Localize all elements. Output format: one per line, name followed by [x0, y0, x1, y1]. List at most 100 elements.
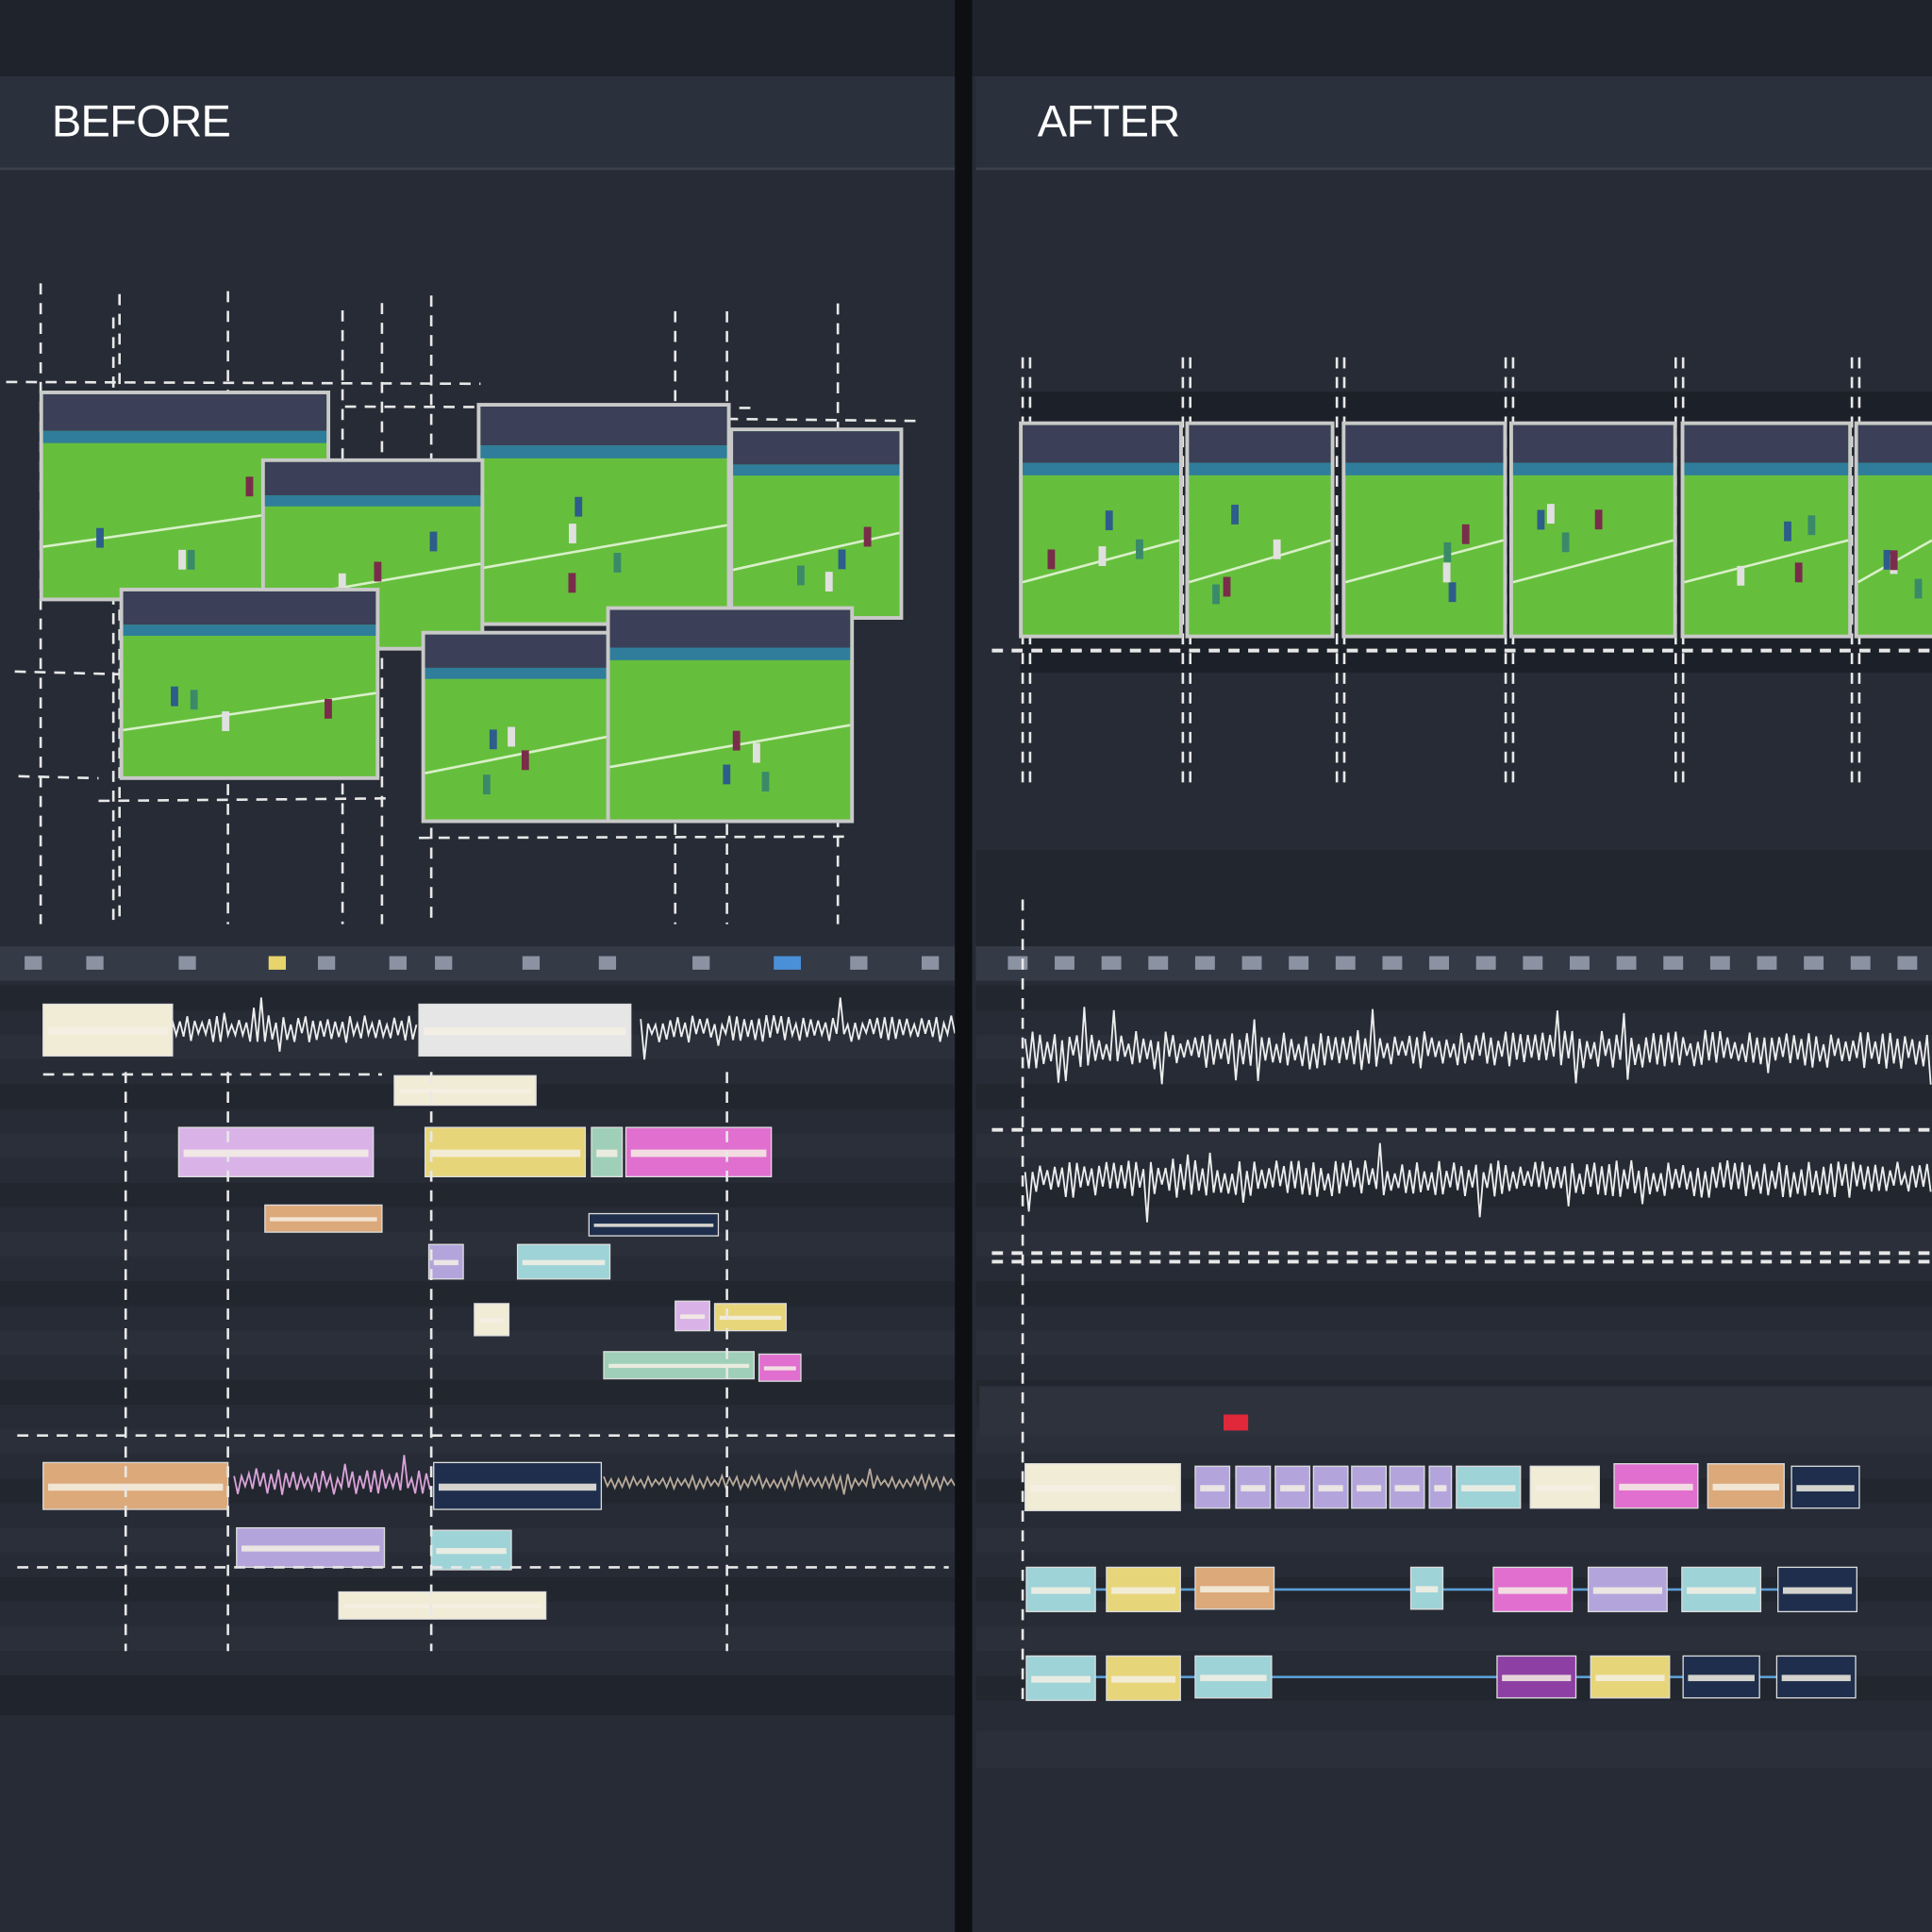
toolbar-icon [1523, 956, 1543, 970]
track-header [979, 1386, 1932, 1436]
thumbnail-crowd [1512, 425, 1674, 463]
player [429, 531, 438, 552]
pitch-line [732, 531, 900, 572]
clip-stripe [1200, 1485, 1225, 1491]
toolbar-icon [774, 956, 801, 970]
thumbnail-crowd [1189, 425, 1331, 463]
player [1737, 565, 1745, 586]
player [325, 698, 332, 719]
pitch-line [1189, 539, 1331, 584]
clip-stripe [1111, 1675, 1176, 1683]
player [1784, 521, 1791, 541]
toolbar-icon [1429, 956, 1449, 970]
player [1231, 505, 1240, 525]
pitch-line [1344, 539, 1504, 584]
pitch-line [425, 735, 610, 774]
toolbar-icon [1008, 956, 1028, 970]
toolbar-icon [317, 956, 336, 970]
waveform [171, 997, 418, 1052]
player [222, 711, 230, 731]
thumbnail-crowd [1857, 425, 1932, 463]
player [1273, 539, 1281, 559]
timeline-row [975, 1133, 1932, 1158]
clip-stripe [47, 1483, 224, 1491]
clip-stripe [630, 1149, 767, 1158]
pitch-line [1512, 539, 1674, 584]
thumbnail-boards [480, 445, 727, 458]
player [575, 496, 583, 517]
toolbar-icon [178, 956, 196, 970]
toolbar-icon [1148, 956, 1169, 970]
clip-stripe [1461, 1485, 1516, 1491]
thumbnail-crowd [123, 591, 376, 625]
toolbar-icon [1289, 956, 1309, 970]
thumbnail-crowd [480, 407, 727, 446]
timeline-row [0, 1626, 956, 1652]
toolbar-icon [1757, 956, 1777, 970]
pitch-line [609, 724, 851, 769]
player [1136, 539, 1143, 559]
thumbnail-boards [609, 647, 851, 660]
thumbnail-boards [1684, 462, 1849, 475]
clip-stripe [479, 1318, 505, 1324]
clip-stripe [438, 1483, 597, 1491]
player [245, 476, 254, 497]
player [568, 573, 576, 593]
clip-stripe [429, 1149, 581, 1158]
guide-line [18, 774, 99, 780]
bottom-strip [975, 1731, 1932, 1769]
player [96, 527, 104, 548]
thumbnail-boards [123, 625, 376, 636]
clip-stripe [1241, 1485, 1266, 1491]
panel-title: AFTER [1038, 95, 1180, 145]
player [1561, 532, 1570, 553]
toolbar [0, 946, 956, 981]
thumbnail-crowd [264, 461, 481, 496]
player [863, 526, 872, 547]
player [1807, 515, 1816, 536]
toolbar-icon [1101, 956, 1122, 970]
timeline-row [975, 1626, 1932, 1652]
toolbar-icon [1709, 956, 1730, 970]
thumbnail-crowd [425, 634, 610, 668]
player [824, 572, 833, 592]
clip-stripe [433, 1259, 458, 1266]
clip-stripe [1535, 1485, 1595, 1491]
player [171, 686, 178, 707]
toolbar-icon [268, 956, 287, 970]
waveform [1024, 1142, 1932, 1223]
timeline-row [0, 1182, 956, 1208]
player [1443, 541, 1452, 562]
player [1223, 576, 1231, 597]
thumbnail-boards [1345, 462, 1504, 475]
clip-stripe [1687, 1587, 1757, 1594]
content-layer [0, 283, 1932, 1769]
clip-stripe [343, 1604, 541, 1608]
toolbar-icon [86, 956, 104, 970]
thumbnail-crowd [42, 393, 327, 431]
timeline-row [975, 1182, 1932, 1208]
waveform [233, 1455, 431, 1495]
player [568, 524, 576, 543]
preview-area [975, 850, 1932, 949]
bottom-strip [0, 1675, 956, 1716]
clip-stripe [1434, 1485, 1447, 1491]
timeline-row [0, 1232, 956, 1257]
player [1914, 578, 1923, 599]
panel-title: BEFORE [52, 95, 230, 145]
clip-stripe [1029, 1485, 1176, 1492]
thumbnail-boards [42, 430, 327, 443]
toolbar-icon [1804, 956, 1824, 970]
guide-line [6, 380, 481, 386]
waveform [640, 997, 957, 1060]
clip-stripe [1111, 1587, 1176, 1594]
clip-stripe [1394, 1485, 1420, 1491]
pitch-line [123, 691, 376, 732]
header-after [975, 75, 1932, 169]
player [1890, 550, 1898, 571]
player [752, 742, 760, 763]
clip-stripe [1502, 1674, 1572, 1682]
clip-stripe [1619, 1483, 1693, 1491]
player [508, 726, 515, 747]
